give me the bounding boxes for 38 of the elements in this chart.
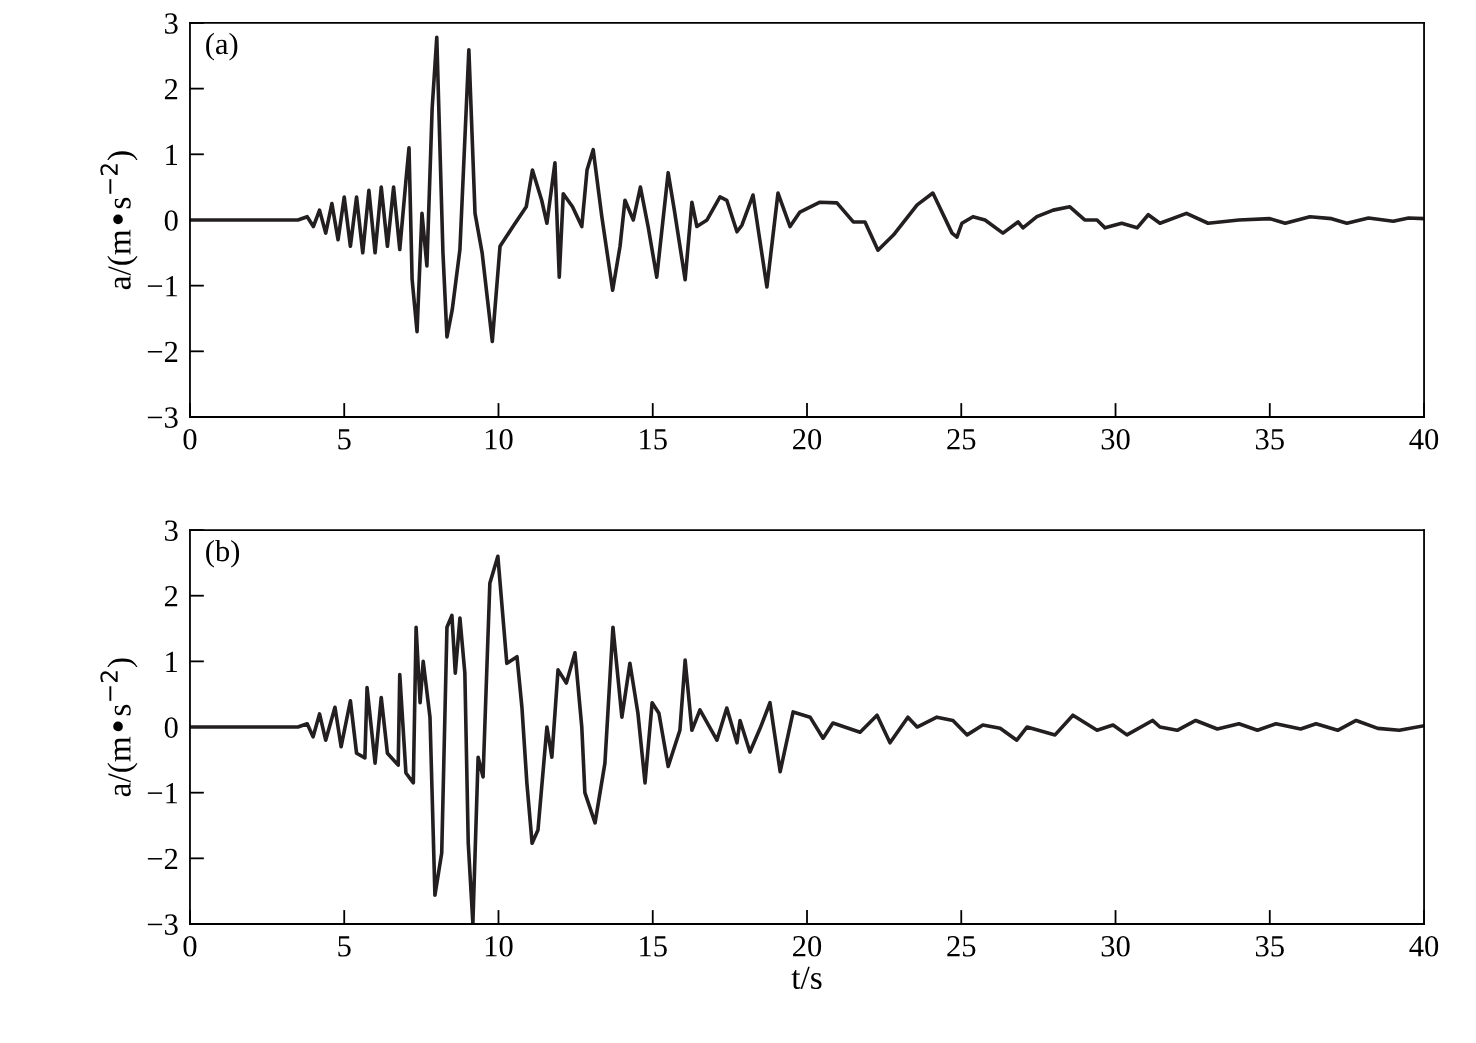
x-tick-label: 25 bbox=[947, 429, 976, 450]
x-tick-label: 10 bbox=[485, 935, 513, 957]
y-tick-label: −2 bbox=[147, 848, 178, 869]
x-tick-label: 15 bbox=[640, 936, 667, 957]
x-tick-label: 0 bbox=[183, 935, 197, 957]
x-axis-title: t/s bbox=[791, 966, 822, 990]
y-tick-label: −3 bbox=[147, 407, 178, 428]
y-tick-label: −1 bbox=[147, 783, 178, 804]
y-tick-label: 0 bbox=[164, 210, 178, 231]
y-tick-label: 1 bbox=[166, 651, 178, 672]
y-tick-label: 1 bbox=[166, 144, 178, 165]
x-tick-label: 15 bbox=[640, 429, 667, 450]
y-axis-title: a/(m•s$^{−2}$) bbox=[100, 151, 138, 290]
x-tick-label: 30 bbox=[1101, 428, 1130, 450]
y-tick-label: −2 bbox=[147, 341, 178, 362]
x-tick-label: 10 bbox=[485, 428, 513, 450]
x-tick-label: 5 bbox=[338, 936, 351, 957]
y-tick-label: −1 bbox=[147, 276, 178, 297]
y-tick-label: −3 bbox=[147, 914, 178, 935]
x-tick-label: 5 bbox=[338, 429, 351, 450]
annotation: (b) bbox=[206, 539, 240, 568]
annotation: (a) bbox=[206, 32, 238, 61]
x-tick-label: 0 bbox=[183, 428, 197, 450]
x-tick-label: 40 bbox=[1409, 428, 1439, 450]
x-tick-label: 20 bbox=[793, 428, 822, 450]
x-tick-label: 35 bbox=[1255, 429, 1284, 450]
y-tick-label: 0 bbox=[164, 717, 178, 738]
x-tick-label: 40 bbox=[1409, 935, 1439, 957]
y-tick-label: 2 bbox=[164, 586, 178, 607]
y-axis-title: a/(m•s$^{−2}$) bbox=[100, 658, 138, 797]
x-tick-label: 30 bbox=[1101, 935, 1130, 957]
x-tick-label: 35 bbox=[1255, 936, 1284, 957]
x-tick-label: 25 bbox=[947, 936, 976, 957]
line-series bbox=[189, 35, 1425, 344]
x-tick-label: 20 bbox=[793, 935, 822, 957]
y-tick-label: 3 bbox=[165, 520, 178, 541]
y-tick-label: 2 bbox=[164, 78, 178, 100]
y-tick-label: 3 bbox=[165, 13, 178, 34]
